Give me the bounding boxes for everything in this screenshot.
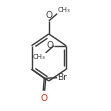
Text: O: O [40, 94, 47, 103]
Text: O: O [46, 41, 53, 50]
Text: CH₃: CH₃ [58, 7, 70, 13]
Text: Br: Br [58, 73, 67, 82]
Text: CH₃: CH₃ [32, 54, 45, 59]
Text: O: O [45, 11, 52, 20]
